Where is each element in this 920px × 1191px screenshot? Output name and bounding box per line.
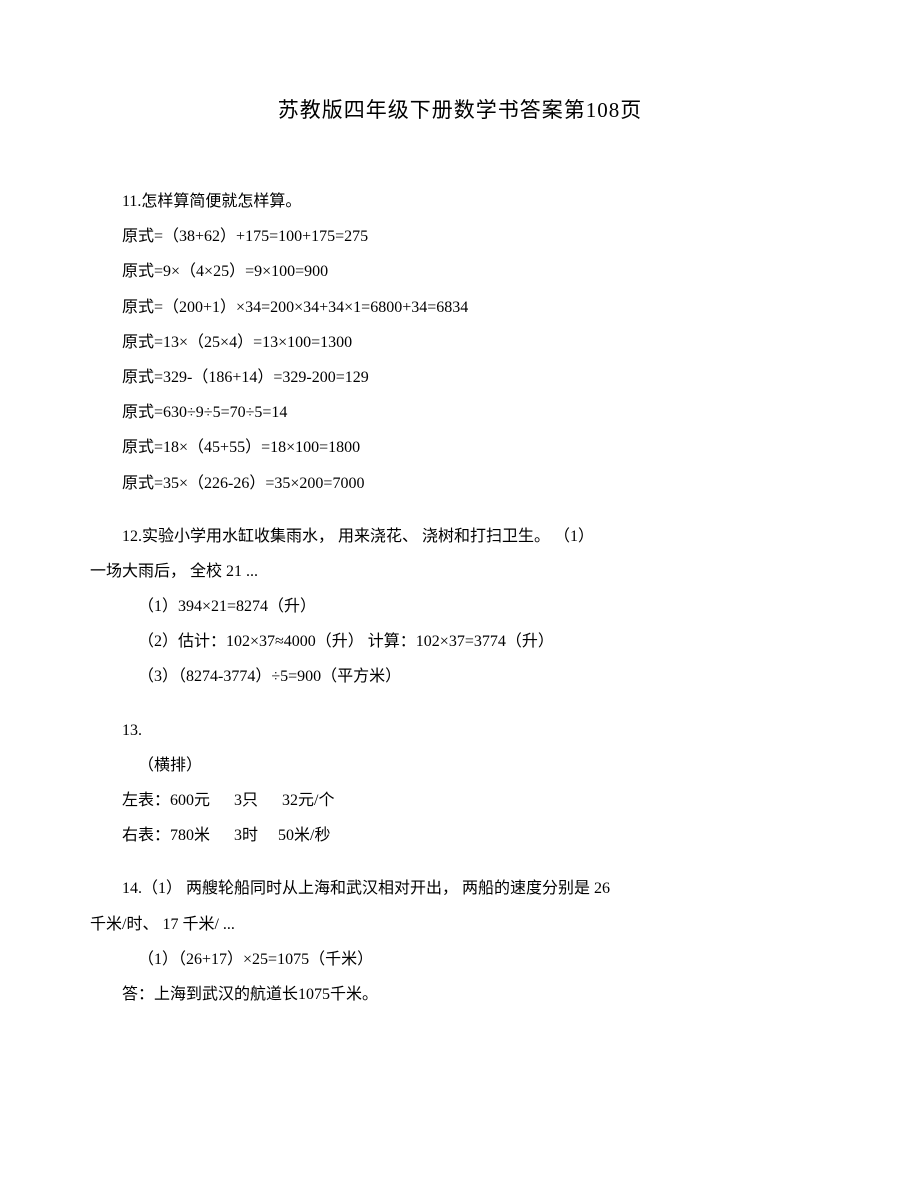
q11-line: 原式=329-（186+14）=329-200=129 xyxy=(90,360,830,395)
q11-line: 原式=630÷9÷5=70÷5=14 xyxy=(90,395,830,430)
q12-heading-line2: 一场大雨后， 全校 21 ... xyxy=(90,554,830,589)
q11-line: 原式=9×（4×25）=9×100=900 xyxy=(90,254,830,289)
q11-line: 原式=35×（226-26）=35×200=7000 xyxy=(90,466,830,501)
q14-heading-line2: 千米/时、 17 千米/ ... xyxy=(90,907,830,942)
q14-answer: 答：上海到武汉的航道长1075千米。 xyxy=(90,977,830,1012)
q12-heading-line1: 12.实验小学用水缸收集雨水， 用来浇花、 浇树和打扫卫生。 （1） xyxy=(90,519,830,554)
q13-right-row: 右表：780米 3时 50米/秒 xyxy=(90,818,830,853)
q13-heading: 13. xyxy=(90,713,830,748)
q13-sub-heading: （横排） xyxy=(90,748,830,783)
q12-sub: （1）394×21=8274（升） xyxy=(90,589,830,624)
q13-left-label: 左表： xyxy=(122,792,170,809)
q14-heading-line1: 14.（1） 两艘轮船同时从上海和武汉相对开出， 两船的速度分别是 26 xyxy=(90,871,830,906)
content-body: 11.怎样算简便就怎样算。 原式=（38+62）+175=100+175=275… xyxy=(90,184,830,1012)
q12-sub: （3）（8274-3774）÷5=900（平方米） xyxy=(90,659,830,694)
q13-left-v1: 600元 xyxy=(170,792,210,809)
q11-line: 原式=（38+62）+175=100+175=275 xyxy=(90,219,830,254)
q12-sub: （2）估计：102×37≈4000（升） 计算：102×37=3774（升） xyxy=(90,624,830,659)
page-title: 苏教版四年级下册数学书答案第108页 xyxy=(90,94,830,124)
q11-heading: 11.怎样算简便就怎样算。 xyxy=(90,184,830,219)
q13-right-v1: 780米 xyxy=(170,827,210,844)
q13-left-v2: 3只 xyxy=(234,792,258,809)
q11-line: 原式=13×（25×4）=13×100=1300 xyxy=(90,325,830,360)
q13-left-row: 左表：600元 3只 32元/个 xyxy=(90,783,830,818)
q13-right-v2: 3时 xyxy=(234,827,258,844)
q13-right-label: 右表： xyxy=(122,827,170,844)
q11-line: 原式=18×（45+55）=18×100=1800 xyxy=(90,430,830,465)
q13-right-v3: 50米/秒 xyxy=(278,827,330,844)
q11-line: 原式=（200+1）×34=200×34+34×1=6800+34=6834 xyxy=(90,290,830,325)
q14-sub: （1）（26+17）×25=1075（千米） xyxy=(90,942,830,977)
q13-left-v3: 32元/个 xyxy=(282,792,334,809)
